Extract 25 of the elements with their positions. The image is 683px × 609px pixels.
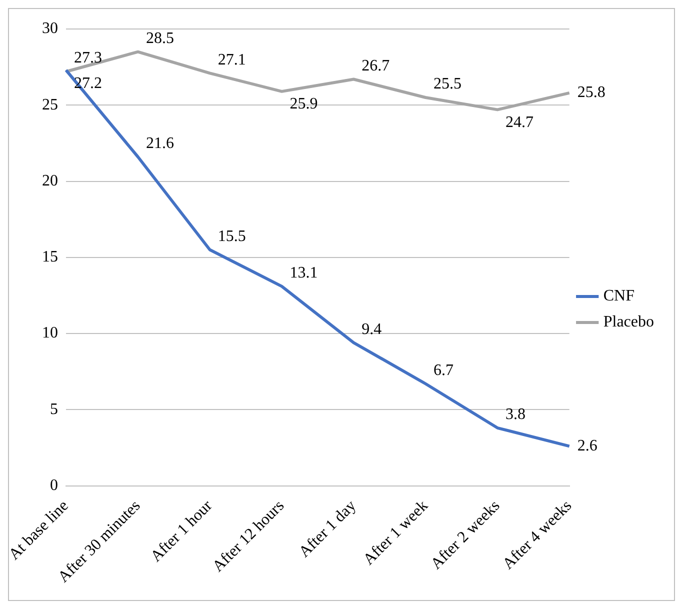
data-label: 6.7	[434, 362, 454, 379]
data-label: 28.5	[146, 30, 174, 48]
y-tick-label: 15	[42, 248, 58, 266]
data-label: 25.8	[577, 84, 606, 102]
y-tick-label: 0	[50, 476, 58, 494]
data-label: 15.5	[218, 228, 246, 245]
legend-label: Placebo	[603, 314, 654, 331]
x-tick-label: At base line	[6, 497, 72, 564]
legend-label: CNF	[603, 288, 635, 305]
data-label: 27.1	[218, 51, 246, 68]
data-label: 13.1	[290, 264, 318, 282]
data-label: 25.5	[434, 76, 462, 93]
y-tick-label: 25	[42, 96, 58, 114]
data-label: 3.8	[505, 406, 526, 424]
data-label: 26.7	[362, 57, 390, 74]
data-label: 25.9	[290, 96, 318, 113]
data-label: 21.6	[146, 135, 174, 152]
y-tick-label: 30	[42, 20, 58, 38]
data-label: 24.7	[505, 114, 534, 131]
y-tick-label: 5	[50, 400, 58, 418]
data-label: 27.3	[74, 49, 102, 66]
y-tick-label: 20	[42, 172, 58, 190]
data-label: 9.4	[362, 320, 382, 338]
data-label: 2.6	[577, 437, 598, 454]
y-tick-label: 10	[42, 324, 58, 342]
